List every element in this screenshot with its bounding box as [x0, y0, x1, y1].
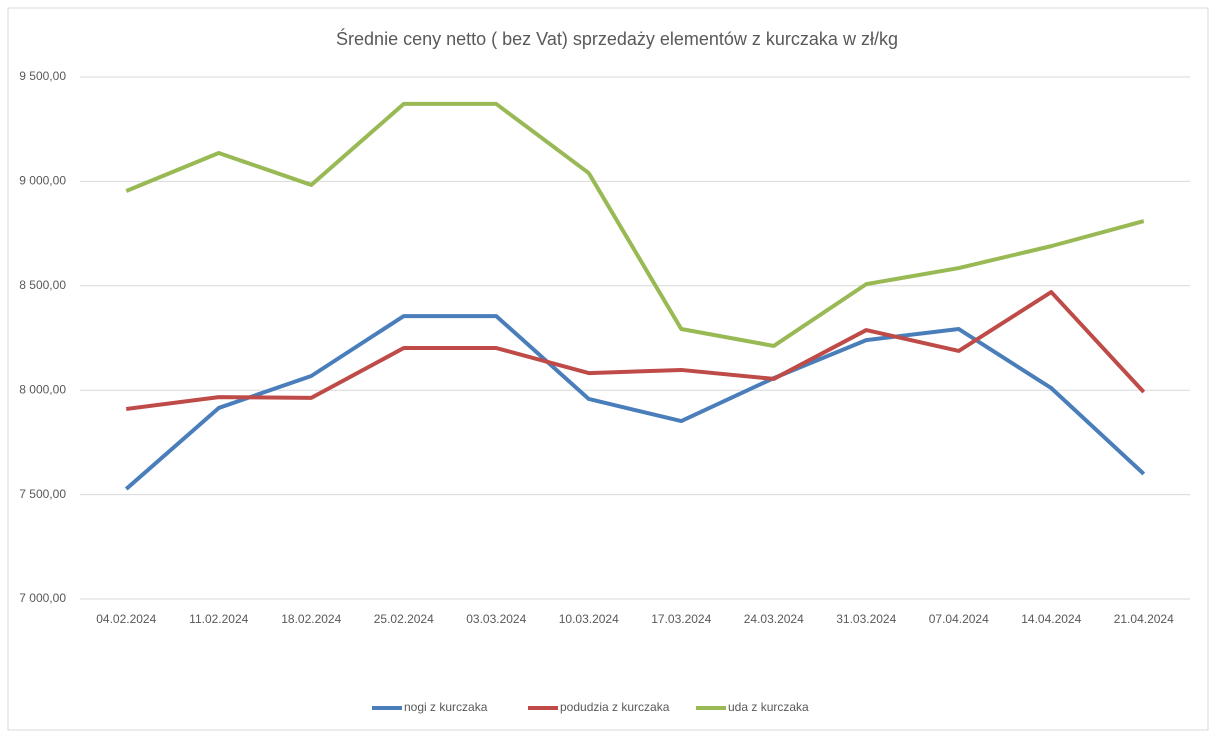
legend-label: uda z kurczaka	[728, 700, 809, 714]
x-tick-label: 07.04.2024	[929, 612, 989, 626]
x-tick-label: 18.02.2024	[281, 612, 341, 626]
line-series	[125, 101, 1145, 348]
legend-label: podudzia z kurczaka	[560, 700, 670, 714]
chart-border	[7, 7, 1209, 731]
x-tick-label: 10.03.2024	[559, 612, 619, 626]
y-tick-label: 7 500,00	[19, 487, 66, 501]
line-series	[125, 290, 1146, 411]
chart-title: Średnie ceny netto ( bez Vat) sprzedaży …	[336, 28, 898, 49]
y-tick-label: 8 000,00	[19, 382, 66, 396]
legend-label: nogi z kurczaka	[404, 700, 488, 714]
y-tick-label: 8 500,00	[19, 278, 66, 292]
x-tick-label: 25.02.2024	[374, 612, 434, 626]
x-tick-label: 04.02.2024	[96, 612, 156, 626]
y-tick-label: 9 000,00	[19, 174, 66, 188]
y-tick-label: 9 500,00	[19, 69, 66, 83]
x-tick-label: 31.03.2024	[836, 612, 896, 626]
x-tick-label: 24.03.2024	[744, 612, 804, 626]
x-tick-label: 11.02.2024	[189, 612, 248, 626]
x-tick-label: 21.04.2024	[1114, 612, 1174, 626]
x-tick-label: 14.04.2024	[1021, 612, 1081, 626]
x-tick-label: 03.03.2024	[466, 612, 526, 626]
x-tick-label: 17.03.2024	[651, 612, 711, 626]
y-tick-label: 7 000,00	[19, 591, 66, 605]
